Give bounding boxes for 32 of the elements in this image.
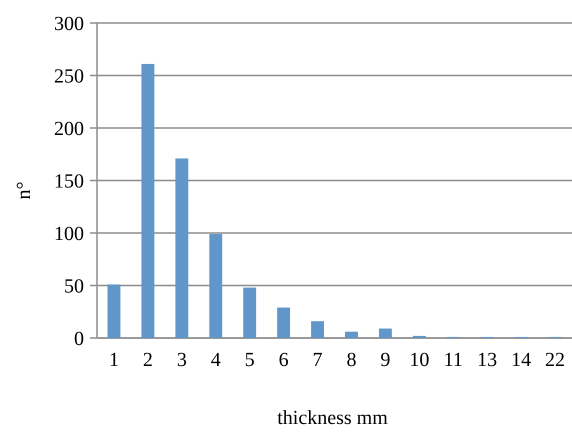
y-tick-label: 0 (74, 328, 84, 350)
bar (141, 64, 154, 338)
y-tick-label: 200 (54, 118, 84, 140)
bar (378, 328, 392, 338)
bar (108, 284, 120, 338)
x-tick-label: 22 (545, 349, 566, 371)
x-axis-title: thickness mm (277, 407, 388, 429)
y-tick-label: 50 (64, 276, 84, 298)
x-tick-label: 2 (142, 349, 153, 371)
x-tick-label: 6 (278, 349, 289, 371)
x-tick-label: 14 (511, 349, 532, 371)
x-tick-label: 5 (244, 349, 255, 371)
y-tick-label: 100 (54, 223, 84, 245)
x-tick-label: 9 (380, 349, 390, 371)
x-tick-label: 3 (176, 349, 187, 371)
bar (243, 288, 256, 338)
x-tick-label: 13 (477, 349, 498, 371)
y-tick-label: 150 (54, 170, 84, 192)
x-tick-label: 10 (409, 349, 430, 371)
x-tick-label: 7 (312, 349, 323, 371)
y-tick-label: 250 (54, 66, 84, 88)
x-tick-label: 1 (108, 349, 119, 371)
bar (311, 321, 324, 338)
x-tick-label: 8 (346, 349, 356, 371)
bar (345, 332, 358, 338)
bar (209, 234, 222, 338)
x-tick-label: 4 (210, 349, 221, 371)
y-axis-title: n° (13, 182, 35, 200)
bar (277, 308, 290, 338)
bar (175, 158, 188, 338)
y-tick-label: 300 (54, 13, 84, 35)
x-tick-label: 11 (444, 349, 463, 371)
